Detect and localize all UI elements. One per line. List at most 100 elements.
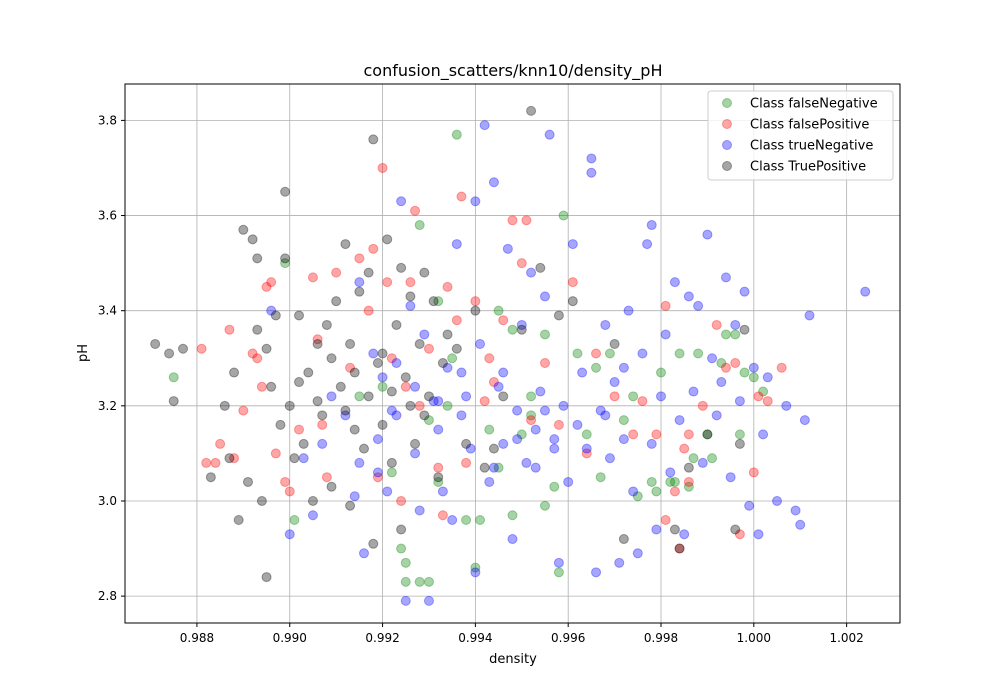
point-true-negative (530, 462, 541, 473)
point-true-positive (386, 386, 397, 397)
point-false-positive (215, 438, 226, 449)
point-true-positive (405, 291, 416, 302)
point-false-negative (604, 348, 615, 359)
point-true-negative (725, 472, 736, 483)
point-false-negative (618, 415, 629, 426)
point-true-negative (697, 457, 708, 468)
point-true-negative (683, 291, 694, 302)
x-tick-label: 1.002 (829, 631, 863, 645)
point-true-negative (581, 443, 592, 454)
point-false-negative (688, 453, 699, 464)
point-false-negative (414, 220, 425, 231)
point-true-negative (410, 381, 421, 392)
point-true-positive (298, 438, 309, 449)
point-true-positive (498, 391, 509, 402)
point-true-positive (358, 443, 369, 454)
y-axis-ticks: 2.8 3.0 3.2 3.4 3.6 3.8 (98, 113, 125, 603)
point-false-negative (707, 453, 718, 464)
point-false-negative (646, 476, 657, 487)
point-true-negative (758, 429, 769, 440)
point-true-positive (335, 381, 346, 392)
point-true-negative (623, 305, 634, 316)
point-false-negative (400, 557, 411, 568)
point-true-positive (326, 353, 337, 364)
point-false-negative (493, 305, 504, 316)
point-true-negative (711, 410, 722, 421)
point-true-positive (294, 377, 305, 388)
point-false-negative (669, 476, 680, 487)
point-false-positive (507, 215, 518, 226)
y-tick-label: 3.4 (98, 304, 117, 318)
point-true-positive (233, 515, 244, 526)
point-false-positive (697, 400, 708, 411)
point-true-negative (340, 410, 351, 421)
point-false-negative (377, 381, 388, 392)
y-tick-label: 2.8 (98, 589, 117, 603)
point-false-positive (410, 205, 421, 216)
point-true-negative (860, 286, 871, 297)
x-tick-label: 0.990 (273, 631, 307, 645)
point-true-negative (604, 453, 615, 464)
y-axis-label: pH (76, 344, 91, 362)
point-false-positive (711, 319, 722, 330)
point-true-negative (669, 277, 680, 288)
point-true-negative (526, 267, 537, 278)
point-true-negative (707, 353, 718, 364)
point-true-positive (178, 343, 189, 354)
point-true-negative (349, 491, 360, 502)
point-false-negative (386, 467, 397, 478)
y-tick-label: 3.6 (98, 209, 117, 223)
legend-marker-true-positive (722, 161, 732, 171)
point-true-positive (400, 372, 411, 383)
point-false-positive (484, 353, 495, 364)
point-true-positive (363, 267, 374, 278)
point-true-positive (164, 348, 175, 359)
point-false-positive (247, 348, 258, 359)
point-false-negative (758, 386, 769, 397)
point-true-positive (423, 391, 434, 402)
chart-title: confusion_scatters/knn10/density_pH (364, 61, 663, 81)
point-true-negative (284, 529, 295, 540)
point-true-positive (470, 305, 481, 316)
point-false-positive (683, 429, 694, 440)
point-true-negative (530, 424, 541, 435)
point-false-positive (210, 457, 221, 468)
point-false-negative (433, 476, 444, 487)
series-false-positive (196, 162, 787, 554)
point-true-positive (270, 310, 281, 321)
point-true-negative (475, 338, 486, 349)
point-true-negative (512, 405, 523, 416)
point-false-negative (168, 372, 179, 383)
point-false-positive (628, 429, 639, 440)
point-false-negative (470, 562, 481, 573)
point-true-negative (591, 567, 602, 578)
point-true-positive (340, 405, 351, 416)
point-true-negative (609, 377, 620, 388)
point-true-negative (804, 310, 815, 321)
point-true-negative (386, 405, 397, 416)
point-false-negative (651, 486, 662, 497)
point-true-positive (368, 538, 379, 549)
point-true-positive (224, 453, 235, 464)
point-false-positive (252, 353, 263, 364)
point-true-positive (433, 472, 444, 483)
point-true-positive (396, 262, 407, 273)
point-false-positive (456, 191, 467, 202)
point-false-negative (683, 481, 694, 492)
legend: Class falseNegative Class falsePositive Cl… (707, 90, 894, 181)
x-tick-label: 0.988 (180, 631, 214, 645)
point-true-negative (456, 410, 467, 421)
point-true-negative (488, 177, 499, 188)
point-true-negative (642, 239, 653, 250)
point-true-positive (345, 338, 356, 349)
point-false-positive (317, 419, 328, 430)
point-false-positive (683, 476, 694, 487)
point-true-positive (345, 500, 356, 511)
point-true-negative (358, 548, 369, 559)
point-true-negative (354, 457, 365, 468)
point-false-positive (651, 429, 662, 440)
point-true-negative (307, 510, 318, 521)
point-true-negative (419, 329, 430, 340)
point-true-positive (451, 343, 462, 354)
point-false-positive (321, 472, 332, 483)
